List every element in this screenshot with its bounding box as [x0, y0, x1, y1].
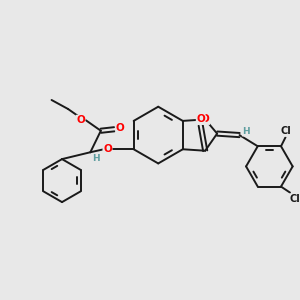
Text: H: H: [92, 154, 100, 163]
Text: Cl: Cl: [280, 126, 291, 136]
Text: O: O: [116, 123, 124, 133]
Text: O: O: [76, 115, 85, 125]
Text: Cl: Cl: [289, 194, 300, 204]
Text: H: H: [242, 127, 250, 136]
Text: O: O: [201, 114, 210, 124]
Text: O: O: [196, 114, 205, 124]
Text: O: O: [103, 144, 112, 154]
